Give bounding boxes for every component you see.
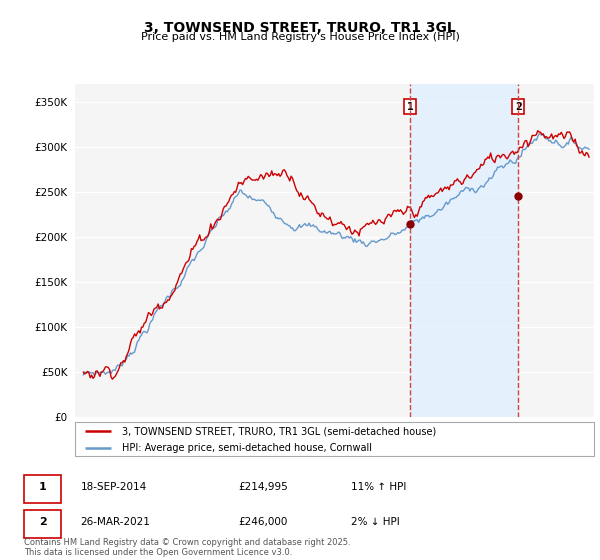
Text: £246,000: £246,000 [238, 517, 287, 527]
Text: 2: 2 [39, 517, 46, 527]
Text: 3, TOWNSEND STREET, TRURO, TR1 3GL: 3, TOWNSEND STREET, TRURO, TR1 3GL [144, 21, 456, 35]
Text: 2: 2 [515, 101, 521, 111]
Text: 1: 1 [407, 101, 413, 111]
Text: 26-MAR-2021: 26-MAR-2021 [80, 517, 150, 527]
Text: 1: 1 [39, 482, 46, 492]
Text: HPI: Average price, semi-detached house, Cornwall: HPI: Average price, semi-detached house,… [122, 443, 372, 452]
FancyBboxPatch shape [24, 475, 61, 503]
Text: 11% ↑ HPI: 11% ↑ HPI [351, 482, 406, 492]
Text: 18-SEP-2014: 18-SEP-2014 [80, 482, 146, 492]
Text: 2% ↓ HPI: 2% ↓ HPI [351, 517, 400, 527]
Bar [410, 84, 518, 417]
FancyBboxPatch shape [24, 510, 61, 538]
Text: 3, TOWNSEND STREET, TRURO, TR1 3GL (semi-detached house): 3, TOWNSEND STREET, TRURO, TR1 3GL (semi… [122, 426, 436, 436]
Text: Price paid vs. HM Land Registry's House Price Index (HPI): Price paid vs. HM Land Registry's House … [140, 32, 460, 42]
Text: Contains HM Land Registry data © Crown copyright and database right 2025.
This d: Contains HM Land Registry data © Crown c… [24, 538, 350, 557]
Text: £214,995: £214,995 [238, 482, 288, 492]
